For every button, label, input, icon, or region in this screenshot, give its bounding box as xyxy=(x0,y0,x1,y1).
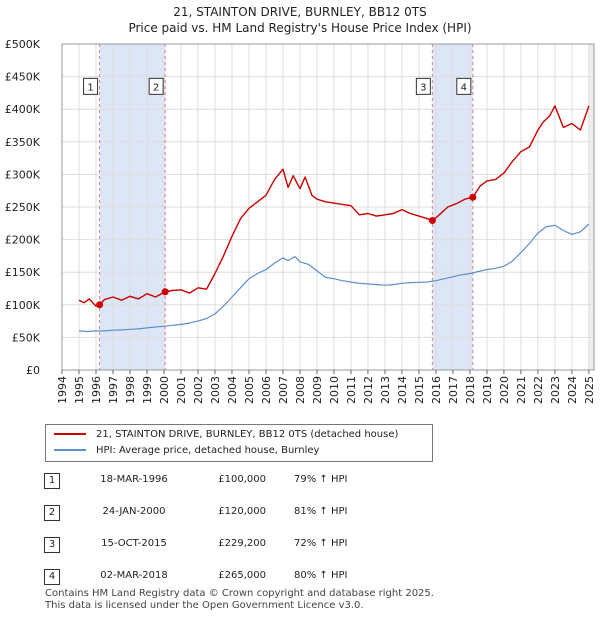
x-tick-label: 2016 xyxy=(430,376,443,404)
x-tick-label: 1996 xyxy=(90,376,103,404)
x-tick-label: 2011 xyxy=(345,376,358,404)
sale-price: £229,200 xyxy=(218,538,266,549)
sale-hpi-change: 79% ↑ HPI xyxy=(294,474,348,485)
sale-marker-label: 1 xyxy=(87,82,93,93)
sale-marker-box xyxy=(83,77,99,95)
sale-point xyxy=(428,217,436,225)
property-price-line xyxy=(78,105,590,307)
x-tick-label: 2008 xyxy=(294,376,307,404)
x-tick-label: 1999 xyxy=(141,376,154,404)
x-tick-label: 2000 xyxy=(158,376,171,404)
hpi-line xyxy=(78,223,590,333)
y-tick-label: £450K xyxy=(5,71,41,84)
sale-row: 4 02-MAR-2018 £265,000 80% ↑ HPI xyxy=(44,566,564,598)
sale-number: 3 xyxy=(44,537,60,553)
y-tick-label: £350K xyxy=(5,136,41,149)
x-tick-label: 2020 xyxy=(498,376,511,404)
y-tick-label: £400K xyxy=(5,103,41,116)
chart-subtitle: Price paid vs. HM Land Registry's House … xyxy=(128,21,472,35)
x-tick-label: 2012 xyxy=(362,376,375,404)
y-tick-label: £50K xyxy=(12,331,41,344)
footer-copyright: Contains HM Land Registry data © Crown c… xyxy=(45,588,434,599)
sale-date: 02-MAR-2018 xyxy=(100,570,168,581)
sale-number: 4 xyxy=(44,569,60,585)
sale-price: £120,000 xyxy=(218,506,266,517)
x-tick-label: 2009 xyxy=(311,376,324,404)
x-tick-label: 2014 xyxy=(396,376,409,404)
sale-date: 18-MAR-1996 xyxy=(100,474,168,485)
x-tick-label: 2018 xyxy=(464,376,477,404)
x-tick-label: 2001 xyxy=(175,376,188,404)
legend-swatch-property xyxy=(54,433,86,435)
x-tick-label: 2003 xyxy=(209,376,222,404)
sale-number: 1 xyxy=(44,473,60,489)
sale-price: £100,000 xyxy=(218,474,266,485)
sale-point xyxy=(469,193,477,201)
x-tick-label: 1995 xyxy=(73,376,86,404)
sale-row: 1 18-MAR-1996 £100,000 79% ↑ HPI xyxy=(44,470,564,502)
x-tick-label: 2023 xyxy=(549,376,562,404)
y-tick-label: £100K xyxy=(5,299,41,312)
x-tick-label: 2005 xyxy=(243,376,256,404)
x-tick-label: 2015 xyxy=(413,376,426,404)
x-tick-label: 1998 xyxy=(124,376,137,404)
y-tick-label: £500K xyxy=(5,38,41,51)
x-tick-label: 1997 xyxy=(107,376,120,404)
plot-frame xyxy=(61,43,595,371)
sale-marker-label: 3 xyxy=(420,82,426,93)
x-tick-label: 2021 xyxy=(515,376,528,404)
x-tick-label: 1994 xyxy=(56,376,69,404)
sale-row: 2 24-JAN-2000 £120,000 81% ↑ HPI xyxy=(44,502,564,534)
sale-marker-box xyxy=(148,77,164,95)
x-tick-label: 2019 xyxy=(481,376,494,404)
legend-label-property: 21, STAINTON DRIVE, BURNLEY, BB12 0TS (d… xyxy=(96,429,399,440)
sale-row: 3 15-OCT-2015 £229,200 72% ↑ HPI xyxy=(44,534,564,566)
y-tick-label: £150K xyxy=(5,266,41,279)
sale-date: 24-JAN-2000 xyxy=(102,506,166,517)
sales-table: 1 18-MAR-1996 £100,000 79% ↑ HPI 2 24-JA… xyxy=(44,470,564,598)
x-tick-label: 2022 xyxy=(532,376,545,404)
sale-price: £265,000 xyxy=(218,570,266,581)
price-chart: 1 2 3 4 £0 £50K £100K £150K £200K £250K £300K £350… xyxy=(5,38,596,404)
x-tick-label: 2024 xyxy=(566,376,579,404)
sale-hpi-change: 80% ↑ HPI xyxy=(294,570,348,581)
chart-title: 21, STAINTON DRIVE, BURNLEY, BB12 0TS xyxy=(173,5,427,19)
x-tick-label: 2013 xyxy=(379,376,392,404)
sale-marker-label: 4 xyxy=(461,82,467,93)
sale-point xyxy=(161,288,169,296)
chart-title-block: 21, STAINTON DRIVE, BURNLEY, BB12 0TS Pr… xyxy=(0,4,600,36)
legend-swatch-hpi xyxy=(54,449,86,451)
sale-hpi-change: 81% ↑ HPI xyxy=(294,506,348,517)
y-tick-label: £300K xyxy=(5,168,41,181)
x-tick-label: 2006 xyxy=(260,376,273,404)
sale-marker-box xyxy=(456,77,472,95)
legend-item-hpi: HPI: Average price, detached house, Burn… xyxy=(54,443,319,459)
sale-marker-box xyxy=(415,77,431,95)
sale-hpi-change: 72% ↑ HPI xyxy=(294,538,348,549)
y-tick-label: £200K xyxy=(5,234,41,247)
x-tick-label: 2004 xyxy=(226,376,239,404)
y-tick-label: £0 xyxy=(26,364,40,377)
legend-item-property: 21, STAINTON DRIVE, BURNLEY, BB12 0TS (d… xyxy=(54,427,398,443)
sale-marker-label: 2 xyxy=(153,82,159,93)
footer-licence: This data is licensed under the Open Gov… xyxy=(45,600,364,611)
sale-number: 2 xyxy=(44,505,60,521)
x-tick-label: 2025 xyxy=(583,376,596,404)
chart-legend: 21, STAINTON DRIVE, BURNLEY, BB12 0TS (d… xyxy=(45,424,433,462)
x-tick-label: 2007 xyxy=(277,376,290,404)
footer: Contains HM Land Registry data © Crown c… xyxy=(45,588,434,612)
x-tick-label: 2017 xyxy=(447,376,460,404)
y-tick-label: £250K xyxy=(5,201,41,214)
legend-label-hpi: HPI: Average price, detached house, Burn… xyxy=(96,445,320,456)
sale-point xyxy=(96,301,104,309)
x-tick-label: 2002 xyxy=(192,376,205,404)
sale-date: 15-OCT-2015 xyxy=(101,538,167,549)
x-tick-label: 2010 xyxy=(328,376,341,404)
